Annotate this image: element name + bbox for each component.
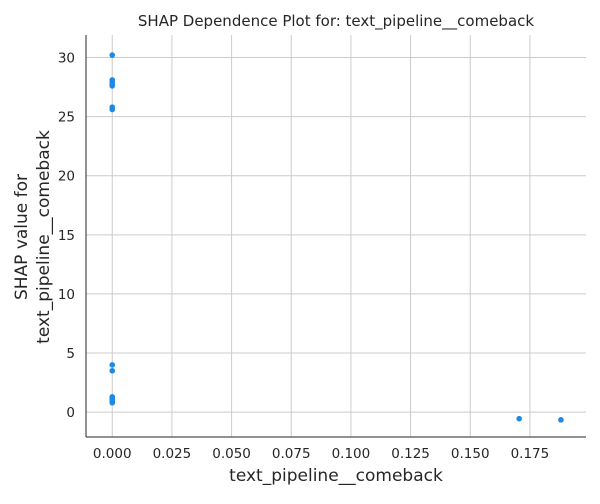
data-point <box>516 415 522 422</box>
y-tick-label: 5 <box>66 346 75 362</box>
x-tick-label: 0.150 <box>451 446 490 462</box>
y-axis-label-line-2: text_pipeline__comeback <box>34 130 54 344</box>
data-point <box>109 362 116 368</box>
x-tick-label: 0.125 <box>391 446 430 462</box>
y-tick-label: 25 <box>58 110 75 126</box>
y-tick-label: 15 <box>58 228 75 244</box>
x-tick-label: 0.175 <box>511 446 550 462</box>
axis-spines <box>85 35 586 438</box>
x-tick-label: 0.100 <box>332 446 371 462</box>
y-tick-label: 0 <box>66 405 75 421</box>
data-point <box>109 106 116 113</box>
data-point <box>109 399 116 406</box>
data-points <box>109 52 564 423</box>
data-point <box>109 83 116 89</box>
y-axis-label: SHAP value for text_pipeline__comeback <box>12 130 54 344</box>
chart-title: SHAP Dependence Plot for: text_pipeline_… <box>138 12 534 31</box>
y-tick-label: 10 <box>58 287 75 303</box>
tick-labels: 0.000 0.025 0.050 0.075 0.100 0.125 0.150 0.175… <box>58 50 549 462</box>
data-point <box>558 417 564 423</box>
data-point <box>109 367 116 374</box>
x-axis-label: text_pipeline__comeback <box>229 466 443 486</box>
x-tick-label: 0.075 <box>272 446 311 462</box>
y-tick-label: 30 <box>58 50 75 66</box>
x-tick-label: 0.025 <box>153 446 192 462</box>
y-tick-label: 20 <box>58 169 75 185</box>
data-point <box>109 52 116 58</box>
x-tick-label: 0.000 <box>93 446 132 462</box>
x-tick-label: 0.050 <box>212 446 251 462</box>
grid-lines <box>86 35 586 437</box>
y-axis-label-line-1: SHAP value for <box>12 174 32 300</box>
